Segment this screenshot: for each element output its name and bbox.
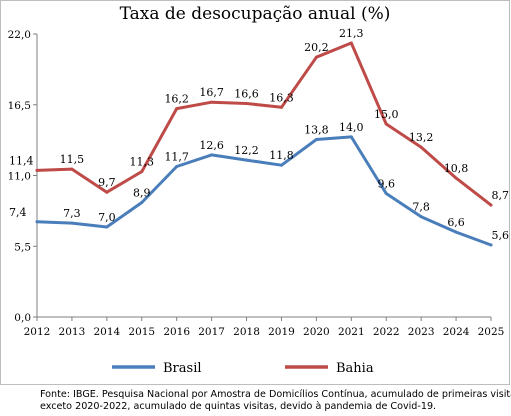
source-footnote: Fonte: IBGE. Pesquisa Nacional por Amost… [40, 389, 511, 413]
x-tick-label: 2023 [408, 326, 435, 338]
x-tick-label: 2025 [478, 326, 505, 338]
data-label-bahia: 8,7 [492, 189, 510, 202]
legend: Brasil Bahia [112, 361, 374, 376]
data-label-bahia: 21,3 [339, 27, 364, 40]
y-tick-label: 11,0 [8, 171, 31, 183]
data-point-brasil [105, 225, 109, 229]
x-tick-label: 2012 [24, 326, 51, 338]
data-label-brasil: 7,3 [63, 207, 81, 220]
data-point-bahia [454, 176, 458, 180]
y-tick-label: 0,0 [14, 312, 31, 324]
data-label-bahia: 16,3 [269, 91, 294, 104]
x-tick-label: 2020 [303, 326, 330, 338]
chart-frame [0, 0, 510, 385]
data-point-bahia [70, 167, 74, 171]
data-point-brasil [454, 230, 458, 234]
data-label-bahia: 13,2 [409, 131, 434, 144]
x-tick-label: 2019 [268, 326, 295, 338]
footnote-line-1: Fonte: IBGE. Pesquisa Nacional por Amost… [40, 389, 511, 400]
data-point-brasil [314, 137, 318, 141]
x-tick-label: 2017 [198, 326, 225, 338]
data-label-brasil: 12,2 [234, 144, 259, 157]
x-tick-label: 2018 [233, 326, 260, 338]
x-tick-label: 2021 [338, 326, 365, 338]
data-label-brasil: 11,7 [164, 150, 189, 163]
data-label-bahia: 15,0 [374, 108, 399, 121]
x-tick-label: 2013 [59, 326, 86, 338]
axes: 0,0 5,5 11,0 16,5 22,0 2012 2013 2014 2015 2016 20… [8, 29, 505, 338]
data-point-bahia [105, 190, 109, 194]
data-point-bahia [489, 203, 493, 207]
data-labels: 7,4 7,3 7,0 8,9 11,7 12,6 12,2 11,8 13,8 14,0 9,6 7… [9, 27, 509, 242]
y-tick-label: 16,5 [8, 100, 31, 112]
data-point-bahia [279, 105, 283, 109]
data-label-brasil: 11,8 [269, 149, 294, 162]
data-label-bahia: 9,7 [98, 176, 116, 189]
data-label-brasil: 12,6 [199, 139, 224, 152]
data-label-bahia: 11,3 [130, 156, 155, 169]
data-label-brasil: 8,9 [133, 187, 151, 200]
x-tick-label: 2024 [443, 326, 470, 338]
y-tick-label: 22,0 [8, 29, 31, 41]
data-label-brasil: 7,8 [412, 201, 430, 214]
data-label-brasil: 6,6 [447, 216, 465, 229]
data-point-brasil [384, 192, 388, 196]
data-label-brasil: 14,0 [339, 121, 364, 134]
data-point-bahia [314, 55, 318, 59]
data-label-bahia: 20,2 [304, 41, 329, 54]
data-point-bahia [35, 168, 39, 172]
data-label-brasil: 7,4 [9, 206, 27, 219]
data-point-brasil [419, 215, 423, 219]
data-point-bahia [384, 122, 388, 126]
footnote-line-2: exceto 2020-2022, acumulado de quintas v… [40, 401, 437, 412]
data-point-brasil [35, 220, 39, 224]
data-label-bahia: 10,8 [444, 162, 469, 175]
data-point-brasil [489, 243, 493, 247]
data-label-bahia: 11,4 [9, 154, 34, 167]
x-tick-label: 2015 [128, 326, 155, 338]
legend-label-brasil: Brasil [163, 361, 202, 376]
legend-label-bahia: Bahia [336, 361, 374, 376]
data-point-bahia [140, 170, 144, 174]
data-label-brasil: 5,6 [492, 229, 510, 242]
data-point-bahia [245, 101, 249, 105]
data-label-bahia: 16,6 [234, 87, 259, 100]
data-label-bahia: 16,7 [199, 86, 224, 99]
data-point-brasil [210, 153, 214, 157]
data-label-brasil: 7,0 [98, 211, 116, 224]
series-layer [35, 41, 493, 247]
data-point-brasil [70, 221, 74, 225]
x-tick-label: 2022 [373, 326, 400, 338]
data-label-brasil: 13,8 [304, 123, 329, 136]
data-point-bahia [210, 100, 214, 104]
data-point-brasil [245, 158, 249, 162]
data-point-brasil [349, 135, 353, 139]
data-label-brasil: 9,6 [377, 178, 395, 191]
series-line-bahia [35, 41, 493, 207]
data-point-brasil [175, 164, 179, 168]
data-point-bahia [419, 145, 423, 149]
data-label-bahia: 11,5 [60, 153, 85, 166]
y-tick-label: 5,5 [14, 241, 31, 253]
data-point-brasil [140, 201, 144, 205]
chart-title: Taxa de desocupação anual (%) [120, 4, 391, 24]
data-label-bahia: 16,2 [164, 93, 189, 106]
line-chart: Taxa de desocupação anual (%) 0,0 5,5 11,0… [8, 4, 509, 376]
x-tick-label: 2016 [163, 326, 190, 338]
series-line-brasil [35, 135, 493, 247]
data-point-brasil [279, 163, 283, 167]
x-tick-label: 2014 [93, 326, 120, 338]
data-point-bahia [175, 107, 179, 111]
data-point-bahia [349, 41, 353, 45]
